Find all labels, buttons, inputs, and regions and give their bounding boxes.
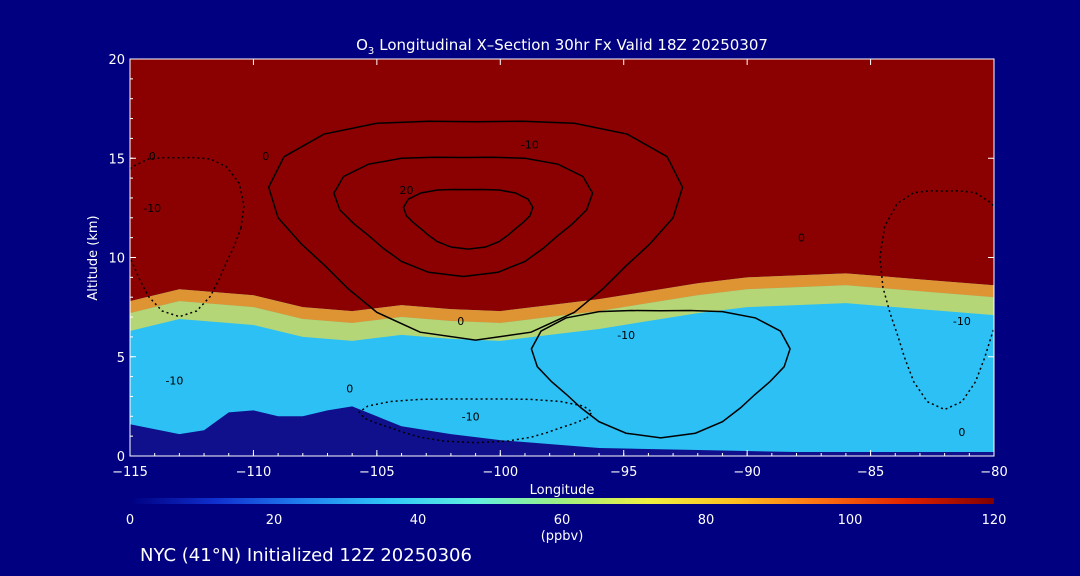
- title-subscript: 3: [368, 46, 374, 57]
- stratosphere-region: [130, 59, 994, 312]
- colorbar-tick-label: 0: [126, 513, 134, 528]
- x-tick-label: −115: [112, 465, 148, 480]
- contour-label: -10: [521, 138, 539, 151]
- contour-label: 0: [457, 315, 464, 328]
- colorbar-tick-label: 80: [698, 513, 715, 528]
- contour-0-upper: [267, 120, 684, 341]
- x-axis: −115 −110 −105 −100 −95 −90 −85 −80: [112, 59, 1008, 480]
- plot-area: 0 -10 0 -10 20 0 -10 0 -10 -10 0 -10 0: [130, 59, 994, 456]
- x-tick-label: −95: [610, 465, 637, 480]
- x-tick-label: −80: [980, 465, 1007, 480]
- y-tick-label: 15: [108, 152, 125, 167]
- contour-label: 0: [346, 382, 353, 395]
- x-tick-label: −105: [359, 465, 395, 480]
- colorbar-tick-label: 60: [554, 513, 571, 528]
- title-main: Longitudinal X–Section 30hr Fx Valid 18Z…: [379, 36, 768, 54]
- x-tick-label: −90: [733, 465, 760, 480]
- contour-labels: 0 -10 0 -10 20 0 -10 0 -10 -10 0 -10 0: [143, 138, 971, 439]
- contour-label: 0: [798, 232, 805, 245]
- y-tick-label: 10: [108, 252, 125, 267]
- colorbar-tick-label: 40: [410, 513, 427, 528]
- colorbar-tick-label: 100: [838, 513, 863, 528]
- contour-label: 0: [149, 150, 156, 163]
- colorbar-tick-label: 20: [266, 513, 283, 528]
- contour-label: -10: [143, 202, 161, 215]
- chart-title: O3 Longitudinal X–Section 30hr Fx Valid 1…: [356, 36, 768, 57]
- y-axis: 0 5 10 15 20: [108, 53, 994, 465]
- x-tick-label: −100: [482, 465, 518, 480]
- x-tick-label: −85: [857, 465, 884, 480]
- colorbar-unit: (ppbv): [541, 529, 584, 544]
- y-tick-label: 5: [117, 351, 125, 366]
- x-tick-label: −110: [236, 465, 272, 480]
- title-species: O: [356, 36, 368, 54]
- terrain: [130, 406, 994, 456]
- contour-neg10-lower: [358, 398, 594, 444]
- contour-label: -10: [953, 315, 971, 328]
- footer-label: NYC (41°N) Initialized 12Z 20250306: [140, 545, 472, 566]
- contour-neg10-west: [130, 156, 245, 318]
- x-axis-label: Longitude: [530, 483, 595, 498]
- colorbar-ticks: 0 20 40 60 80 100 120: [126, 513, 1007, 528]
- y-tick-label: 0: [117, 450, 125, 465]
- contour-lines: [130, 120, 994, 444]
- contour-label: 20: [399, 184, 413, 197]
- contour-label: -10: [165, 375, 183, 388]
- contour-10-upper: [333, 156, 594, 278]
- colorbar: [130, 498, 994, 504]
- contour-label: 0: [958, 426, 965, 439]
- y-axis-label: Altitude (km): [86, 215, 101, 300]
- contour-neg10-east: [879, 190, 994, 411]
- tropopause-transition-band: [130, 273, 994, 324]
- contour-label: -10: [617, 329, 635, 342]
- contour-label: 0: [262, 150, 269, 163]
- contour-0-lower: [530, 309, 791, 439]
- contour-label: -10: [462, 410, 480, 423]
- colorbar-tick-label: 120: [982, 513, 1007, 528]
- contour-20: [402, 188, 534, 250]
- y-tick-label: 20: [108, 53, 125, 68]
- tropopause-yellow-band: [130, 285, 994, 341]
